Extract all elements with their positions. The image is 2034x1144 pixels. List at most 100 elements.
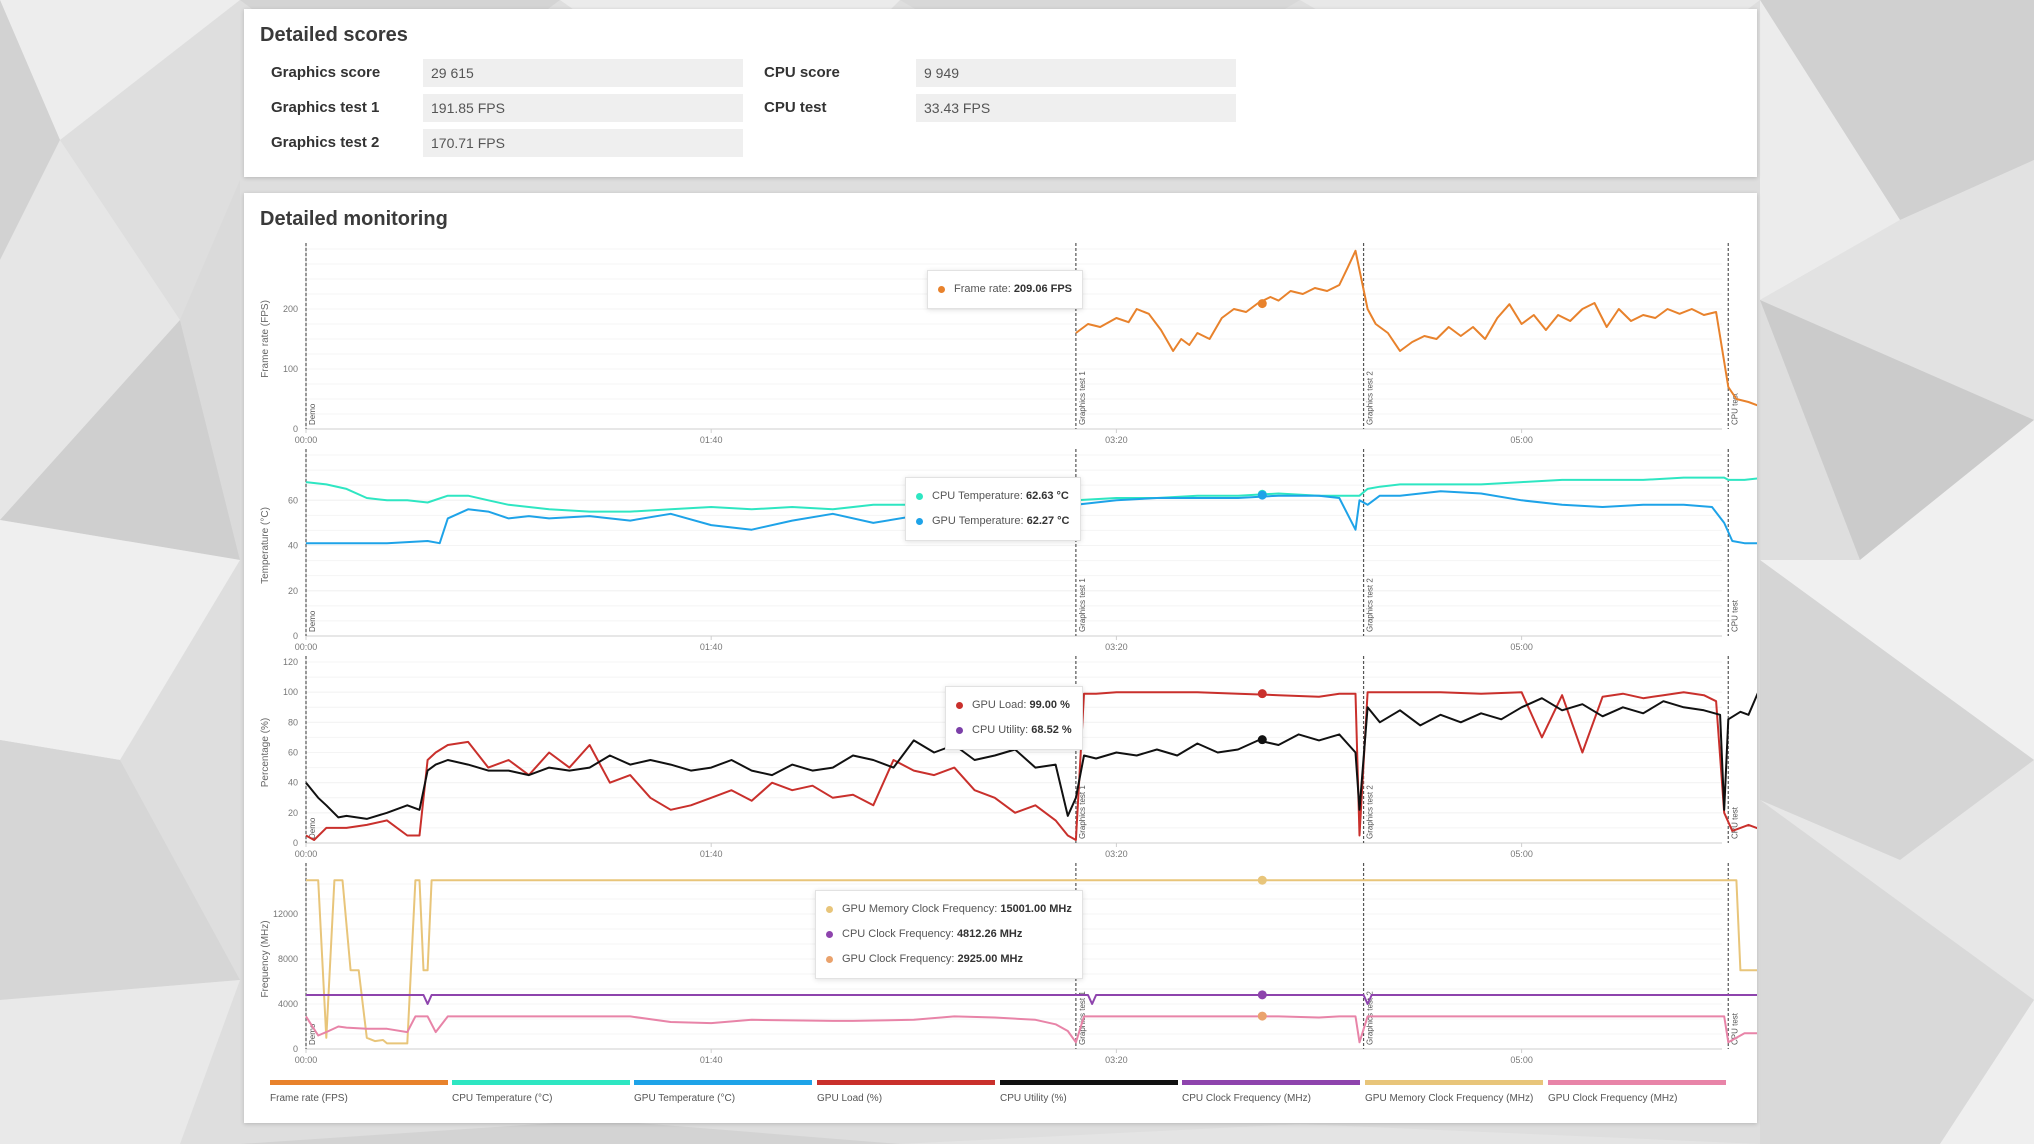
y-tick-label: 4000 [278,999,298,1009]
x-tick-label: 01:40 [700,1055,723,1065]
chart-3: 0 20 40 60 80 100 120 00:00 01:40 03:20 05:00 Perce… [260,656,1757,859]
y-tick-label: 0 [293,424,298,434]
y-axis-title: Frame rate (FPS) [260,300,271,378]
x-tick-label: 03:20 [1105,1055,1128,1065]
series-dot-icon [916,517,923,525]
frame-rate-tooltip: Frame rate: 209.06 FPS [927,270,1084,309]
test-marker-label: Graphics test 1 [1078,785,1087,839]
series-line [306,490,1757,545]
test-marker-label: CPU test [1730,599,1739,632]
legend-swatch [1182,1080,1360,1085]
y-tick-label: 20 [288,586,298,596]
x-tick-label: 01:40 [700,849,723,859]
x-tick-label: 00:00 [295,435,318,445]
legend-swatch [1000,1080,1178,1085]
y-tick-label: 120 [283,657,298,667]
hover-point [1257,490,1267,500]
legend-item-cpu-clock-frequency[interactable]: CPU Clock Frequency (MHz) [1182,1080,1360,1104]
legend-item-gpu-clock-frequency[interactable]: GPU Clock Frequency (MHz) [1548,1080,1726,1104]
test-marker-label: Graphics test 2 [1366,991,1375,1045]
series-dot-icon [916,492,923,500]
x-tick-label: 05:00 [1510,1055,1533,1065]
series-dot-icon [826,955,833,963]
tooltip-row: Frame rate: 209.06 FPS [938,277,1072,302]
x-tick-label: 01:40 [700,642,723,652]
legend-item-frame-rate[interactable]: Frame rate (FPS) [270,1080,448,1104]
y-tick-label: 100 [283,687,298,697]
percentage-tooltip: GPU Load: 99.00 % CPU Utility: 68.52 % [945,686,1083,750]
detailed-monitoring-panel: Detailed monitoring 0 100 200 00:00 01:40 03:… [244,193,1757,1123]
y-tick-label: 0 [293,631,298,641]
y-axis-title: Percentage (%) [260,718,271,787]
cpu-score-value: 9 949 [916,59,1236,87]
detailed-monitoring-title: Detailed monitoring [260,208,448,230]
series-line [306,994,1757,1005]
series-dot-icon [826,905,833,913]
temperature-tooltip: CPU Temperature: 62.63 °C GPU Temperatur… [905,477,1081,541]
tooltip-row: GPU Load: 99.00 % [956,693,1072,718]
legend-item-cpu-utility[interactable]: CPU Utility (%) [1000,1080,1178,1104]
legend-item-gpu-load[interactable]: GPU Load (%) [817,1080,995,1104]
tooltip-row: GPU Memory Clock Frequency: 15001.00 MHz [826,897,1072,922]
legend-swatch [452,1080,630,1085]
series-line [305,1015,1757,1044]
chart-1: 0 100 200 00:00 01:40 03:20 05:00 Frame rate (F… [260,243,1757,445]
legend-swatch [270,1080,448,1085]
tooltip-row: GPU Temperature: 62.27 °C [916,509,1070,534]
series-line [306,879,1757,1045]
x-tick-label: 03:20 [1105,435,1128,445]
legend-item-gpu-memory-clock-frequency[interactable]: GPU Memory Clock Frequency (MHz) [1365,1080,1543,1104]
detailed-scores-title: Detailed scores [260,24,408,46]
legend-item-gpu-temperature[interactable]: GPU Temperature (°C) [634,1080,812,1104]
test-marker-label: Demo [308,610,317,632]
frequency-tooltip: GPU Memory Clock Frequency: 15001.00 MHz… [815,890,1083,979]
hover-point [1257,875,1267,885]
series-line [305,691,1757,841]
x-tick-label: 05:00 [1510,642,1533,652]
graphics-score-value: 29 615 [423,59,743,87]
series-dot-icon [956,701,963,709]
test-marker-label: CPU test [1730,1012,1739,1045]
y-tick-label: 40 [288,541,298,551]
y-tick-label: 200 [283,304,298,314]
graphics-score-label: Graphics score [271,64,381,81]
y-tick-label: 60 [288,495,298,505]
y-tick-label: 60 [288,748,298,758]
y-tick-label: 80 [288,717,298,727]
graphics-test-1-value: 191.85 FPS [423,94,743,122]
cpu-score-label: CPU score [764,64,840,81]
x-tick-label: 00:00 [295,1055,318,1065]
legend-swatch [1548,1080,1726,1085]
graphics-test-1-label: Graphics test 1 [271,99,380,116]
x-tick-label: 03:20 [1105,849,1128,859]
y-tick-label: 0 [293,838,298,848]
x-tick-label: 01:40 [700,435,723,445]
test-marker-label: Graphics test 2 [1366,578,1375,632]
test-marker-label: CPU test [1730,806,1739,839]
hover-point [1257,735,1267,745]
hover-point [1257,299,1267,309]
test-marker-label: CPU test [1730,392,1739,425]
test-marker-label: Demo [308,1023,317,1045]
cpu-test-label: CPU test [764,99,827,116]
y-tick-label: 40 [288,778,298,788]
series-line [1075,249,1757,407]
test-marker-label: Graphics test 2 [1366,785,1375,839]
x-tick-label: 03:20 [1105,642,1128,652]
legend-swatch [634,1080,812,1085]
series-line [305,692,1757,820]
tooltip-row: GPU Clock Frequency: 2925.00 MHz [826,947,1072,972]
hover-point [1257,1011,1267,1021]
y-axis-title: Frequency (MHz) [260,920,271,997]
series-dot-icon [826,930,833,938]
y-tick-label: 100 [283,364,298,374]
graphics-test-2-label: Graphics test 2 [271,134,380,151]
y-tick-label: 12000 [273,909,298,919]
hover-point [1257,990,1267,1000]
tooltip-row: CPU Temperature: 62.63 °C [916,484,1070,509]
legend-item-cpu-temperature[interactable]: CPU Temperature (°C) [452,1080,630,1104]
hover-point [1257,689,1267,699]
legend-swatch [817,1080,995,1085]
tooltip-row: CPU Clock Frequency: 4812.26 MHz [826,922,1072,947]
y-tick-label: 8000 [278,954,298,964]
